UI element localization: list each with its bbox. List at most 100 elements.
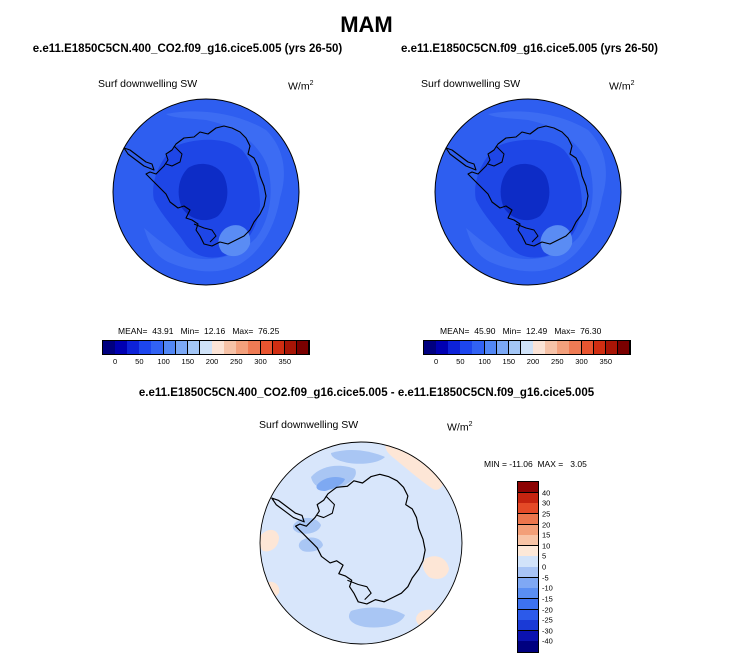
colorbar-tick-label: 25 (542, 509, 551, 519)
polar-map (259, 441, 463, 645)
colorbar-swatch (163, 341, 177, 354)
colorbar-swatch (581, 341, 595, 354)
colorbar-tick-label: 150 (181, 357, 195, 366)
colorbar-swatch (518, 598, 538, 610)
colorbar-swatch (127, 341, 140, 354)
page-title: MAM (340, 12, 393, 37)
colorbar-swatch (175, 341, 189, 354)
units-label: W/m2 (447, 421, 473, 434)
colorbar-swatch (518, 513, 538, 525)
colorbar-tick-label: -20 (542, 605, 553, 614)
colorbar-tick-label: 50 (456, 357, 465, 366)
variable-label: Surf downwelling SW (421, 78, 521, 90)
stats-label: MIN = -11.06 MAX = 3.05 (484, 459, 587, 469)
map-contour (500, 163, 550, 221)
colorbar-swatch (103, 341, 116, 354)
map-contour (422, 556, 449, 579)
colorbar-tick-label: 250 (230, 357, 243, 366)
colorbar-swatch (518, 482, 538, 494)
colorbar-tick-label: -25 (542, 615, 553, 625)
map-contour (316, 477, 345, 491)
difference-colorbar (517, 481, 539, 653)
map-contour (331, 450, 385, 464)
colorbar-swatch (518, 588, 538, 600)
polar-map (112, 98, 300, 286)
colorbar-tick-label: 30 (542, 498, 551, 508)
colorbar-tick-label: 40 (542, 488, 551, 498)
colorbar-tick-label: 100 (478, 357, 491, 366)
map-contour (178, 163, 228, 221)
colorbar-ticks: 0 50 100 150 200 250 300 350 (424, 356, 630, 368)
panel-case-title: e.e11.E1850C5CN.400_CO2.f09_g16.cice5.00… (32, 43, 343, 55)
colorbar-swatch (518, 492, 538, 504)
colorbar-tick-label: 350 (278, 357, 292, 366)
colorbar-swatch (260, 341, 274, 354)
colorbar-ticks: 0 50 100 150 200 250 300 350 (103, 356, 309, 368)
colorbar (102, 340, 310, 355)
colorbar-swatch (557, 341, 570, 354)
polar-map (434, 98, 622, 286)
colorbar-swatch (533, 341, 546, 354)
colorbar-tick-label: -15 (542, 594, 553, 604)
colorbar-tick-label: 20 (542, 520, 551, 529)
colorbar-swatch (460, 341, 473, 354)
colorbar-swatch (545, 341, 558, 354)
colorbar-tick-label: 300 (575, 357, 588, 366)
colorbar-tick-label: 250 (551, 357, 564, 366)
colorbar-swatch (593, 341, 607, 354)
difference-colorbar-ticks: 40 30 25 20 15 10 5 0 -5 -10 -15 -20 -25 -30 -40 (540, 482, 574, 652)
panel-case-title: e.e11.E1850C5CN.f09_g16.cice5.005 (yrs 2… (400, 43, 658, 55)
colorbar-swatch (224, 341, 237, 354)
difference-case-title: e.e11.E1850C5CN.400_CO2.f09_g16.cice5.00… (138, 387, 595, 399)
colorbar-tick-label: 200 (205, 357, 219, 366)
colorbar-swatch (139, 341, 152, 354)
colorbar-swatch (115, 341, 128, 354)
colorbar-tick-label: 0 (434, 357, 439, 366)
colorbar-swatch (151, 341, 165, 354)
map-ocean-field (260, 442, 462, 644)
colorbar-swatch (518, 524, 538, 536)
colorbar-swatch (518, 556, 538, 568)
colorbar-swatch (496, 341, 510, 354)
colorbar-tick-label: -30 (542, 626, 553, 636)
colorbar-tick-label: 150 (502, 357, 516, 366)
colorbar-swatch (518, 567, 538, 579)
colorbar-swatch (518, 545, 538, 557)
colorbar-tick-label: 50 (135, 357, 144, 366)
units-label: W/m2 (288, 80, 314, 93)
stats-label: MEAN= 45.90 Min= 12.49 Max= 76.30 (440, 326, 602, 336)
colorbar-swatch (424, 341, 437, 354)
colorbar-swatch (569, 341, 583, 354)
map-contour (260, 530, 279, 552)
colorbar-tick-label: 0 (113, 357, 118, 366)
colorbar-tick-label: 300 (254, 357, 267, 366)
colorbar-tick-label: 200 (526, 357, 540, 366)
colorbar-swatch (518, 609, 538, 621)
colorbar-swatch (199, 341, 213, 354)
colorbar-swatch (617, 341, 631, 354)
colorbar-swatch (236, 341, 249, 354)
colorbar-swatch (484, 341, 498, 354)
colorbar-tick-label: 10 (542, 541, 551, 551)
colorbar-tick-label: 0 (542, 562, 547, 572)
colorbar-tick-label: -10 (542, 583, 553, 593)
colorbar-swatch (518, 620, 538, 632)
colorbar-swatch (187, 341, 201, 354)
colorbar-tick-label: -5 (542, 573, 549, 583)
colorbar-swatch (518, 630, 538, 642)
colorbar-swatch (518, 641, 538, 653)
colorbar-swatch (605, 341, 619, 354)
map-contour (348, 607, 405, 628)
colorbar-tick-label: 5 (542, 551, 547, 561)
stats-label: MEAN= 43.91 Min= 12.16 Max= 76.25 (118, 326, 280, 336)
variable-label: Surf downwelling SW (259, 419, 359, 431)
colorbar-swatch (296, 341, 310, 354)
colorbar-swatch (436, 341, 449, 354)
colorbar-swatch (284, 341, 298, 354)
colorbar-swatch (518, 503, 538, 515)
variable-label: Surf downwelling SW (98, 78, 198, 90)
colorbar-swatch (212, 341, 225, 354)
colorbar-swatch (248, 341, 262, 354)
colorbar (423, 340, 631, 355)
colorbar-swatch (448, 341, 461, 354)
